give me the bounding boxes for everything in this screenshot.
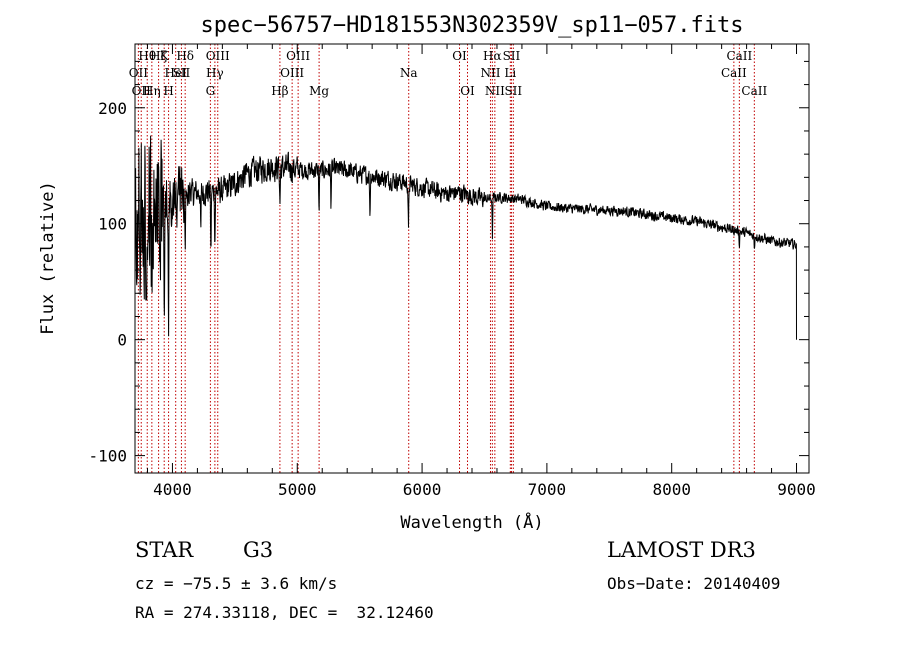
line-marker-label: Na — [400, 66, 418, 80]
x-axis-label: Wavelength (Å) — [400, 511, 543, 533]
line-marker-label: Hβ — [271, 84, 288, 98]
line-marker-label: SII — [173, 66, 191, 80]
line-marker-label: Mg — [309, 84, 329, 98]
object-subclass: G3 — [243, 538, 274, 562]
redshift-value: cz = −75.5 ± 3.6 km/s — [135, 574, 338, 593]
line-marker-label: OII — [129, 66, 149, 80]
line-marker-label: OIII — [280, 66, 304, 80]
x-axis: 4000 5000 6000 7000 8000 9000 — [146, 44, 816, 499]
y-tick-label: 0 — [117, 331, 127, 350]
line-marker-label: K — [160, 49, 170, 63]
line-marker-labels: OIIOIIHθHηHζKHHeISIIHδGHγOIIIHβOIIIOIIIM… — [129, 49, 768, 98]
line-marker-label: HeI — [165, 66, 188, 80]
line-marker-label: NII — [485, 84, 505, 98]
line-markers — [137, 44, 755, 473]
line-marker-label: CaII — [726, 49, 752, 63]
line-marker-label: OIII — [286, 49, 310, 63]
line-marker-label: Li — [504, 66, 516, 80]
line-marker-label: SII — [503, 49, 521, 63]
line-marker-label: Hα — [483, 49, 502, 63]
spectrum-line — [134, 135, 797, 340]
y-axis: -100 0 100 200 — [88, 60, 809, 466]
observation-date: Obs−Date: 20140409 — [607, 574, 781, 593]
line-marker-label: Hγ — [206, 66, 224, 80]
line-marker-label: Hζ — [150, 49, 167, 63]
line-marker-label: CaII — [721, 66, 747, 80]
plot-frame — [134, 43, 810, 474]
x-tick-label: 4000 — [153, 480, 192, 499]
y-axis-label: Flux (relative) — [38, 181, 58, 335]
object-class: STAR — [135, 538, 194, 562]
y-tick-label: 200 — [98, 99, 127, 118]
line-marker-label: SII — [504, 84, 522, 98]
line-marker-label: OI — [460, 84, 475, 98]
line-marker-label: Hδ — [176, 49, 194, 63]
line-marker-label: G — [206, 84, 216, 98]
line-marker-label: H — [163, 84, 173, 98]
x-tick-label: 7000 — [528, 480, 567, 499]
x-tick-label: 8000 — [652, 480, 691, 499]
survey-name: LAMOST DR3 — [607, 538, 756, 562]
line-marker-label: OI — [452, 49, 467, 63]
line-marker-label: NII — [480, 66, 500, 80]
x-tick-label: 9000 — [777, 480, 816, 499]
line-marker-label: Hη — [143, 84, 161, 98]
line-marker-label: Hθ — [138, 49, 156, 63]
chart-title: spec−56757−HD181553N302359V_sp11−057.fit… — [200, 13, 743, 38]
y-tick-label: -100 — [88, 447, 127, 466]
y-tick-label: 100 — [98, 215, 127, 234]
line-marker-label: OII — [132, 84, 152, 98]
line-marker-label: CaII — [741, 84, 767, 98]
line-marker-label: OIII — [206, 49, 230, 63]
x-tick-label: 6000 — [403, 480, 442, 499]
coordinates: RA = 274.33118, DEC = 32.12460 — [135, 603, 434, 622]
x-tick-label: 5000 — [278, 480, 317, 499]
